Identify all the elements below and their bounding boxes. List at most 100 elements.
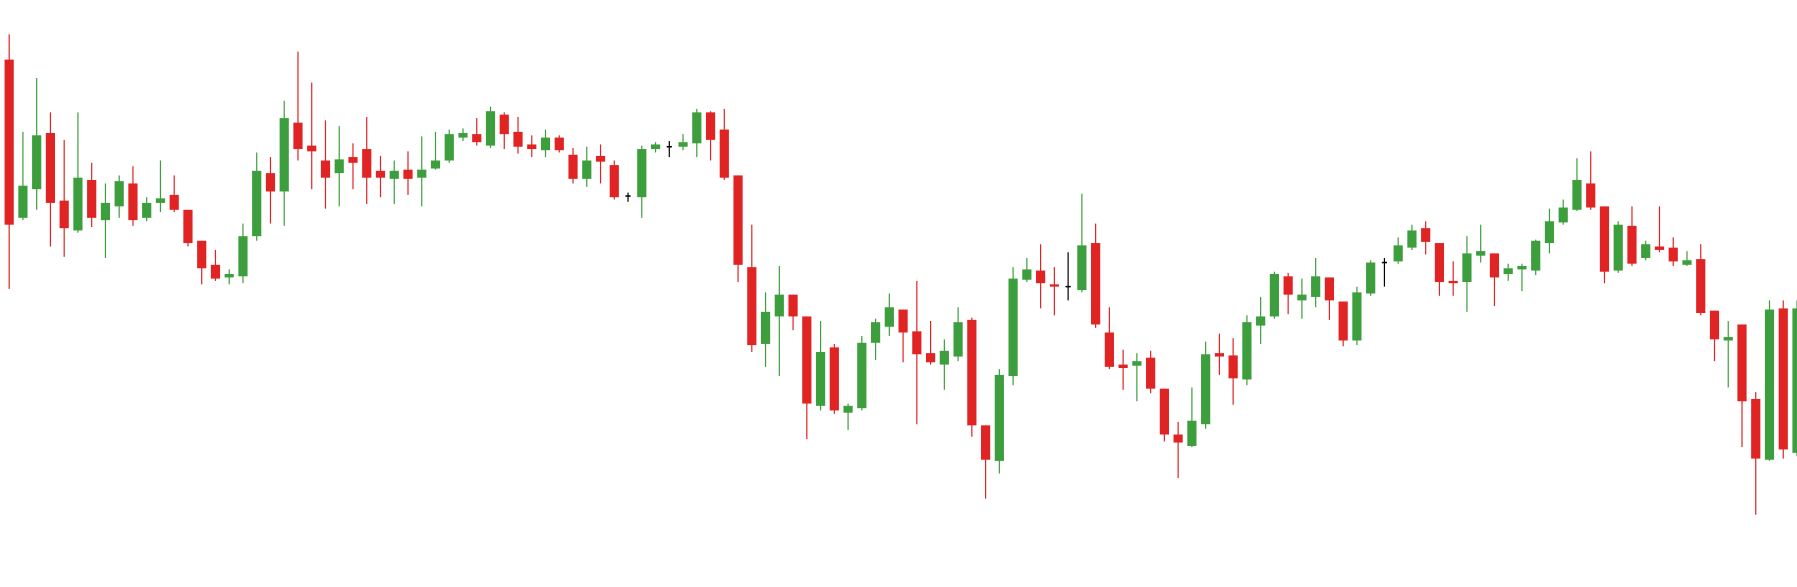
candle-body <box>1118 364 1128 369</box>
candle-body <box>430 160 441 169</box>
candle-body <box>1283 276 1293 295</box>
candle-body <box>980 425 991 460</box>
candle-body <box>87 179 97 218</box>
candle-body <box>733 175 743 265</box>
candle-body <box>719 129 729 178</box>
candle-body <box>815 351 826 406</box>
candle-body <box>1091 243 1101 325</box>
candle-body <box>252 170 262 237</box>
candle-body <box>1751 398 1761 459</box>
candle-body <box>1008 278 1018 377</box>
candle-body <box>238 236 248 277</box>
candle-body <box>348 157 358 163</box>
candle-body <box>1641 244 1651 258</box>
candle-body <box>444 134 454 161</box>
candle-body <box>1778 308 1788 450</box>
candle-body <box>1654 246 1665 250</box>
candle-body <box>843 405 853 413</box>
candle-body <box>4 59 14 225</box>
candle-body <box>1737 324 1747 402</box>
candle-body <box>1338 301 1348 341</box>
candle-body <box>389 170 399 179</box>
candle-body <box>1586 183 1596 208</box>
candle-body <box>1544 221 1555 244</box>
candle-body <box>650 144 661 150</box>
candle-body <box>898 309 908 333</box>
candle-body <box>1173 434 1183 443</box>
candle-body <box>169 194 179 210</box>
candle-body <box>774 294 784 317</box>
candle-body <box>100 202 111 221</box>
candle-body <box>183 209 193 244</box>
candle-body <box>142 202 152 218</box>
candle-body <box>1434 243 1445 283</box>
candle-body <box>1352 292 1362 341</box>
candle-body <box>1104 332 1114 367</box>
candle-body <box>609 165 619 198</box>
candle-body <box>1503 268 1513 275</box>
candle-body <box>279 118 289 192</box>
candle-body <box>884 307 894 327</box>
candle-body <box>1572 179 1582 210</box>
candle-body <box>73 177 83 231</box>
candle-body <box>1462 253 1472 283</box>
candle-body <box>1159 388 1169 435</box>
candle-body <box>1792 308 1797 453</box>
candle-body <box>857 342 867 409</box>
candle-body <box>1022 269 1032 280</box>
candle-body <box>307 145 317 152</box>
candle-body <box>1558 207 1568 223</box>
candle-body <box>1242 322 1252 380</box>
candle-body <box>293 122 303 150</box>
candle-body <box>1696 259 1706 313</box>
candle-body <box>705 112 716 140</box>
candle-body <box>678 142 688 147</box>
candle-body <box>375 170 386 178</box>
candle-body <box>637 149 647 198</box>
candle-body <box>1366 262 1376 294</box>
candle-body <box>417 169 427 178</box>
candle-body <box>554 137 564 151</box>
candle-body <box>197 240 207 269</box>
candle-body <box>1627 225 1637 264</box>
candle-body <box>939 350 949 365</box>
candle-body <box>1311 276 1321 297</box>
candle-body <box>1723 337 1733 341</box>
candle-body <box>692 112 702 144</box>
candle-body <box>953 322 963 357</box>
candle-body <box>1407 230 1417 248</box>
candle-body <box>1764 309 1775 460</box>
candle-body <box>1531 240 1541 271</box>
candle-body <box>582 160 592 179</box>
candle-body <box>1489 253 1500 278</box>
candle-body <box>1077 245 1087 291</box>
candle-body <box>458 132 468 138</box>
candle-body <box>1297 294 1307 301</box>
candle-body <box>499 114 509 135</box>
candle-body <box>788 294 798 317</box>
candle-body <box>513 131 523 147</box>
candle-body <box>320 160 331 178</box>
candle-body <box>1146 357 1156 389</box>
candle-body <box>1421 228 1431 242</box>
candle-body <box>527 144 537 150</box>
candle-body <box>1201 354 1211 425</box>
candle-body <box>114 181 124 207</box>
candle-body <box>485 111 496 146</box>
candle-body <box>1668 247 1678 262</box>
candle-body <box>1448 280 1458 284</box>
candle-body <box>128 183 138 221</box>
candle-body <box>967 319 977 426</box>
candle-body <box>595 155 606 162</box>
candle-body <box>568 154 578 179</box>
candle-body <box>1324 277 1335 301</box>
candle-body <box>362 149 372 178</box>
candle-body <box>334 159 344 174</box>
candle-body <box>1256 316 1266 326</box>
candle-body <box>1393 245 1403 262</box>
candle-body <box>1613 224 1623 271</box>
candle-body <box>1709 310 1720 340</box>
candle-body <box>925 353 936 363</box>
candle-body <box>45 132 56 203</box>
